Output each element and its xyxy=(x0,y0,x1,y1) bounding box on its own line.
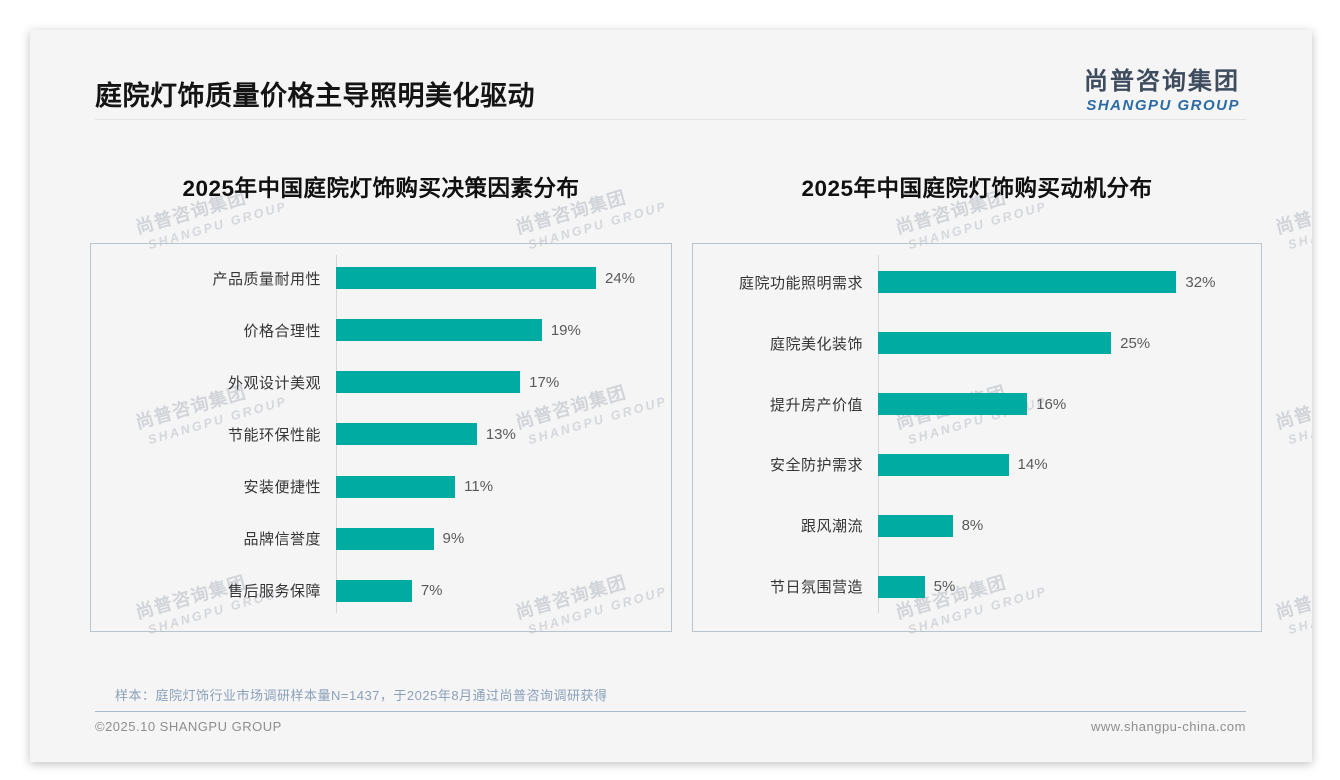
category-label: 品牌信誉度 xyxy=(243,531,321,549)
category-label: 提升房产价值 xyxy=(769,396,863,414)
bar xyxy=(878,514,953,537)
bar-row: 售后服务保障 7% xyxy=(91,579,671,602)
bar-track: 11% xyxy=(336,475,671,498)
sample-note: 样本：庭院灯饰行业市场调研样本量N=1437，于2025年8月通过尚普咨询调研获… xyxy=(115,688,608,703)
category-label: 庭院美化装饰 xyxy=(769,335,863,353)
bar-row: 提升房产价值 16% xyxy=(693,393,1261,416)
bar-row: 庭院功能照明需求 32% xyxy=(693,271,1261,294)
category-label: 安全防护需求 xyxy=(769,457,863,475)
category-label: 外观设计美观 xyxy=(227,374,321,392)
bar-track: 25% xyxy=(878,332,1261,355)
bar-row: 外观设计美观 17% xyxy=(91,371,671,394)
bar-track: 17% xyxy=(336,371,671,394)
bar-row: 安装便捷性 11% xyxy=(91,475,671,498)
category-label: 安装便捷性 xyxy=(243,479,321,497)
slide-content: 庭院灯饰质量价格主导照明美化驱动 尚普咨询集团 SHANGPU GROUP 20… xyxy=(30,30,1312,762)
bar xyxy=(878,271,1177,294)
y-axis-line xyxy=(878,255,879,613)
value-label: 5% xyxy=(933,578,956,596)
bar-track: 13% xyxy=(336,423,671,446)
category-label: 节能环保性能 xyxy=(227,426,321,444)
category-label: 庭院功能照明需求 xyxy=(738,274,863,292)
value-label: 13% xyxy=(485,425,516,443)
footer-bar: ©2025.10 SHANGPU GROUP www.shangpu-china… xyxy=(95,719,1246,734)
chart-panel-decision-factors: 产品质量耐用性 24% 价格合理性 19% 外观设计美观 17% 节能环保性能 13% 安装便捷… xyxy=(90,243,672,632)
value-label: 8% xyxy=(961,517,984,535)
bar-rows: 庭院功能照明需求 32% 庭院美化装饰 25% 提升房产价值 16% 安全防护需求 14% 跟风… xyxy=(693,252,1261,617)
bar-track: 24% xyxy=(336,267,671,290)
bar-row: 安全防护需求 14% xyxy=(693,453,1261,476)
bar xyxy=(336,319,542,342)
bar xyxy=(336,475,456,498)
bar-track: 8% xyxy=(878,514,1261,537)
value-label: 16% xyxy=(1036,395,1067,413)
bar-track: 5% xyxy=(878,575,1261,598)
logo-text-cn: 尚普咨询集团 xyxy=(1084,68,1240,95)
value-label: 14% xyxy=(1017,456,1048,474)
bar-rows: 产品质量耐用性 24% 价格合理性 19% 外观设计美观 17% 节能环保性能 13% 安装便捷… xyxy=(91,252,671,617)
bar-row: 价格合理性 19% xyxy=(91,319,671,342)
bar xyxy=(878,393,1028,416)
copyright-text: ©2025.10 SHANGPU GROUP xyxy=(95,719,282,734)
company-logo: 尚普咨询集团 SHANGPU GROUP xyxy=(1084,61,1240,114)
chart-title-decision-factors: 2025年中国庭院灯饰购买决策因素分布 xyxy=(182,176,580,201)
category-label: 跟风潮流 xyxy=(800,518,863,536)
value-label: 32% xyxy=(1185,273,1216,291)
value-label: 19% xyxy=(550,321,581,339)
bar-track: 19% xyxy=(336,319,671,342)
slide-card: 尚普咨询集团 SHANGPU GROUP 尚普咨询集团 SHANGPU GROUP 尚普… xyxy=(30,30,1312,762)
bar-row: 产品质量耐用性 24% xyxy=(91,267,671,290)
bar xyxy=(878,453,1009,476)
chart-panel-purchase-motives: 庭院功能照明需求 32% 庭院美化装饰 25% 提升房产价值 16% 安全防护需求 14% 跟风… xyxy=(692,243,1262,632)
category-label: 价格合理性 xyxy=(243,322,321,340)
bar xyxy=(336,267,596,290)
bar-row: 跟风潮流 8% xyxy=(693,514,1261,537)
bar-track: 16% xyxy=(878,393,1261,416)
title-divider xyxy=(95,119,1246,120)
bar-track: 7% xyxy=(336,579,671,602)
value-label: 17% xyxy=(529,373,560,391)
page-title: 庭院灯饰质量价格主导照明美化驱动 xyxy=(95,81,535,111)
chart-title-purchase-motives: 2025年中国庭院灯饰购买动机分布 xyxy=(801,176,1153,201)
bar xyxy=(336,579,412,602)
category-label: 售后服务保障 xyxy=(227,583,321,601)
value-label: 24% xyxy=(605,269,636,287)
value-label: 7% xyxy=(420,582,443,600)
bar xyxy=(878,575,925,598)
category-label: 产品质量耐用性 xyxy=(212,270,321,288)
bar-row: 品牌信誉度 9% xyxy=(91,527,671,550)
bar-track: 14% xyxy=(878,453,1261,476)
bar xyxy=(878,332,1112,355)
bar xyxy=(336,371,521,394)
value-label: 9% xyxy=(442,530,465,548)
bar-row: 节能环保性能 13% xyxy=(91,423,671,446)
bar-track: 32% xyxy=(878,271,1261,294)
bar-row: 庭院美化装饰 25% xyxy=(693,332,1261,355)
category-label: 节日氛围营造 xyxy=(769,579,863,597)
website-link[interactable]: www.shangpu-china.com xyxy=(1090,719,1246,734)
value-label: 25% xyxy=(1120,334,1151,352)
bar xyxy=(336,527,434,550)
footer-divider xyxy=(95,711,1246,712)
bar xyxy=(336,423,477,446)
value-label: 11% xyxy=(464,478,494,496)
bar-row: 节日氛围营造 5% xyxy=(693,575,1261,598)
bar-track: 9% xyxy=(336,527,671,550)
logo-text-en: SHANGPU GROUP xyxy=(1086,97,1240,114)
